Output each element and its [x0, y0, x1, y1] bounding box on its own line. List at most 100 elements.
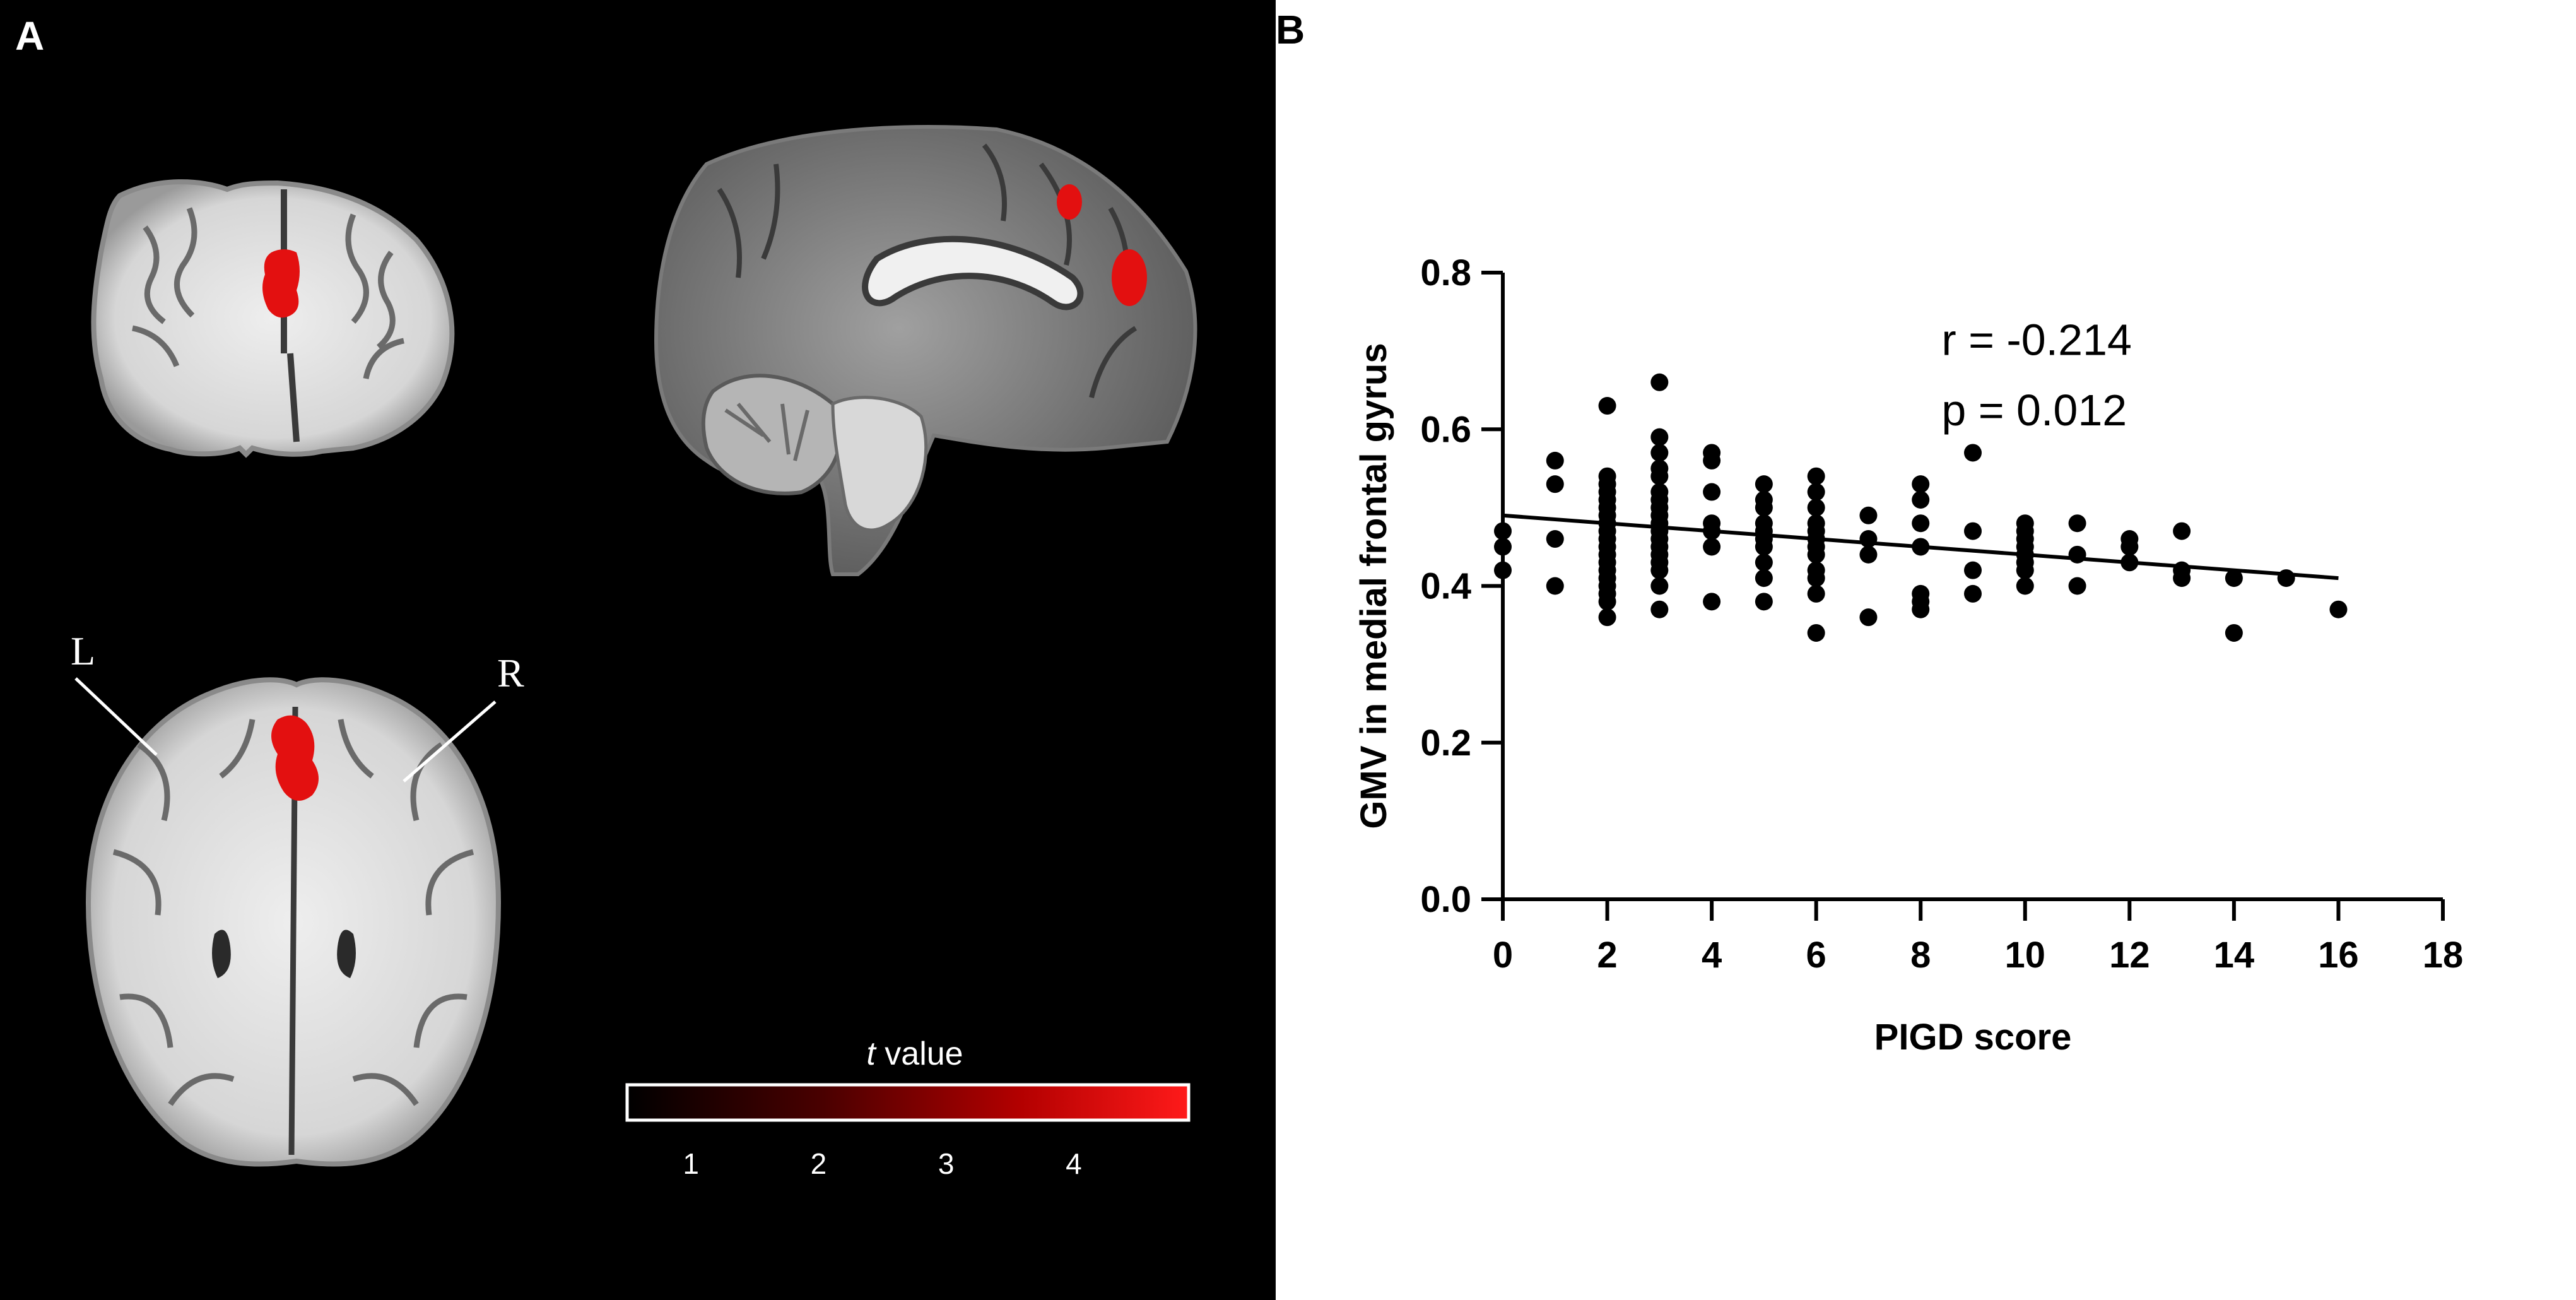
colorbar-title: t value — [820, 1035, 1009, 1073]
x-tick-label: 0 — [1493, 935, 1513, 976]
scatter-point — [2120, 530, 2139, 548]
y-tick-label: 0.4 — [1420, 566, 1471, 607]
panel-letter-b: B — [1276, 7, 1305, 52]
y-tick-label: 0.8 — [1420, 252, 1471, 293]
x-tick-label: 10 — [2005, 935, 2046, 976]
colorbar-tick-label: 1 — [683, 1147, 699, 1180]
scatter-point — [1703, 483, 1721, 501]
right-pointer-line — [403, 700, 497, 783]
scatter-point — [1912, 490, 1930, 509]
sagittal-brain-slice — [654, 124, 1197, 576]
scatter-point — [1807, 499, 1825, 517]
y-tick-label: 0.6 — [1420, 409, 1471, 450]
scatter-point — [1598, 397, 1616, 415]
scatter-point — [1755, 514, 1773, 533]
scatter-point — [1964, 444, 1982, 462]
scatter-point — [1703, 593, 1721, 611]
scatter-point — [1650, 600, 1669, 618]
t-value-colorbar: 1 2 3 4 — [625, 1083, 1191, 1180]
scatter-point — [1494, 561, 1512, 579]
left-pointer-line — [74, 677, 158, 756]
correlation-r-annotation: r = -0.214 — [1941, 315, 2132, 364]
scatter-point — [1703, 444, 1721, 462]
colorbar-title-value: value — [875, 1036, 963, 1072]
scatter-point — [1703, 538, 1721, 556]
scatter-point — [2225, 623, 2243, 642]
scatter-point — [2068, 577, 2086, 595]
x-tick-label: 2 — [1597, 935, 1617, 976]
scatter-point — [1755, 593, 1773, 611]
scatter-point — [1755, 490, 1773, 509]
y-axis-label: GMV in medial frontal gyrus — [1353, 343, 1394, 829]
right-hemisphere-label: R — [497, 651, 524, 695]
scatter-point — [2016, 577, 2034, 595]
scatter-point — [1650, 577, 1669, 595]
scatter-point — [1807, 467, 1825, 485]
scatter-point — [1912, 584, 1930, 603]
scatter-point — [1703, 514, 1721, 533]
scatter-point — [2016, 514, 2034, 533]
scatter-point — [1964, 584, 1982, 603]
scatter-point — [1650, 444, 1669, 462]
panel-letter-a: A — [15, 13, 45, 59]
scatter-point — [1598, 467, 1616, 485]
scatter-point — [1755, 475, 1773, 493]
scatter-point — [2225, 569, 2243, 588]
x-tick-label: 8 — [1910, 935, 1931, 976]
scatter-point — [1650, 373, 1669, 391]
scatter-point — [1964, 561, 1982, 579]
x-tick-label: 12 — [2109, 935, 2150, 976]
scatter-point — [1807, 514, 1825, 533]
correlation-p-annotation: p = 0.012 — [1941, 386, 2127, 435]
scatter-point — [1807, 584, 1825, 603]
scatter-point — [1650, 483, 1669, 501]
regression-line — [1502, 513, 2339, 581]
y-axis: 0.0 0.2 0.4 0.6 0.8 — [1420, 252, 1505, 920]
scatter-point — [1546, 451, 1564, 470]
scatter-point — [1546, 577, 1564, 595]
scatter-point — [1494, 538, 1512, 556]
scatter-point — [2329, 600, 2348, 618]
scatter-point — [1546, 475, 1564, 493]
colorbar-tick-label: 3 — [938, 1147, 955, 1180]
left-hemisphere-label: L — [71, 629, 96, 673]
scatter-point — [2173, 522, 2191, 540]
axial-brain-slice — [74, 677, 502, 1167]
scatter-point — [1859, 608, 1878, 627]
scatter-point — [1598, 608, 1616, 627]
x-tick-label: 18 — [2423, 935, 2464, 976]
scatter-point — [1807, 483, 1825, 501]
colorbar-tick-label: 4 — [1066, 1147, 1082, 1180]
x-tick-label: 4 — [1702, 935, 1722, 976]
x-tick-label: 14 — [2214, 935, 2255, 976]
x-axis: 0 2 4 6 8 10 12 14 16 18 — [1493, 897, 2464, 976]
scatter-point — [1964, 522, 1982, 540]
colorbar-title-t: t — [866, 1036, 876, 1072]
scatter-point — [1650, 459, 1669, 478]
y-tick-label: 0.2 — [1420, 723, 1471, 764]
scatter-point — [1755, 553, 1773, 572]
x-tick-label: 16 — [2318, 935, 2359, 976]
scatter-point — [1912, 514, 1930, 533]
scatter-point — [1755, 569, 1773, 588]
scatter-point — [1912, 475, 1930, 493]
regression-line-group — [1502, 513, 2339, 581]
scatter-point — [2068, 514, 2086, 533]
scatter-point — [1859, 506, 1878, 524]
brain-figure-panel: 1 2 3 4 A L R t value — [0, 0, 1276, 1300]
scatter-point — [1494, 522, 1512, 540]
x-axis-label: PIGD score — [1874, 1017, 2072, 1058]
colorbar-tick-label: 2 — [811, 1147, 827, 1180]
y-tick-label: 0.0 — [1420, 879, 1471, 920]
x-tick-label: 6 — [1806, 935, 1826, 976]
scatter-point — [1807, 623, 1825, 642]
scatter-chart: 0.0 0.2 0.4 0.6 0.8 0 2 4 6 8 10 12 14 16 18 GMV in m… — [1353, 252, 2464, 1058]
scatter-point — [1859, 545, 1878, 564]
scatter-point — [1807, 561, 1825, 579]
scatter-point — [1546, 530, 1564, 548]
scatter-point — [1650, 428, 1669, 446]
data-points — [1494, 373, 2348, 642]
coronal-brain-slice — [91, 179, 455, 458]
brain-images: 1 2 3 4 — [74, 124, 1197, 1180]
scatter-chart-panel: 0.0 0.2 0.4 0.6 0.8 0 2 4 6 8 10 12 14 16 18 GMV in m… — [1276, 0, 2576, 1300]
